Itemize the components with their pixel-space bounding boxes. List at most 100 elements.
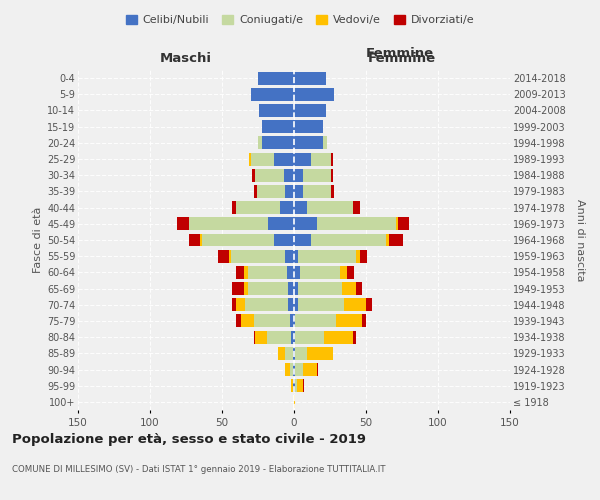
Bar (241, 314, 254, 328)
Bar (360, 250, 367, 262)
Bar (236, 266, 244, 279)
Bar (248, 282, 288, 295)
Bar (293, 347, 294, 360)
Bar (288, 298, 294, 311)
Bar (307, 201, 353, 214)
Text: Femmine: Femmine (366, 47, 434, 60)
Bar (324, 330, 353, 344)
Bar (262, 136, 294, 149)
Bar (302, 363, 317, 376)
Bar (353, 330, 356, 344)
Bar (294, 234, 311, 246)
Bar (294, 298, 298, 311)
Bar (290, 314, 294, 328)
Bar (317, 218, 396, 230)
Bar (262, 120, 294, 133)
Bar (286, 363, 290, 376)
Bar (200, 234, 202, 246)
Bar (341, 282, 356, 295)
Bar (255, 330, 266, 344)
Bar (294, 72, 326, 85)
Bar (250, 152, 251, 166)
Bar (236, 201, 280, 214)
Bar (258, 136, 262, 149)
Bar (386, 234, 389, 246)
Bar (236, 298, 245, 311)
Text: COMUNE DI MILLESIMO (SV) - Dati ISTAT 1° gennaio 2019 - Elaborazione TUTTITALIA.: COMUNE DI MILLESIMO (SV) - Dati ISTAT 1°… (12, 466, 386, 474)
Bar (302, 379, 304, 392)
Bar (232, 282, 244, 295)
Bar (362, 314, 366, 328)
Bar (336, 314, 362, 328)
Bar (294, 201, 307, 214)
Bar (189, 218, 268, 230)
Bar (294, 250, 298, 262)
Bar (278, 347, 286, 360)
Bar (229, 250, 230, 262)
Bar (287, 266, 294, 279)
Bar (232, 201, 236, 214)
Bar (323, 136, 327, 149)
Bar (259, 104, 294, 117)
Bar (255, 169, 284, 181)
Bar (291, 330, 294, 344)
Text: Popolazione per età, sesso e stato civile - 2019: Popolazione per età, sesso e stato civil… (12, 432, 366, 446)
Bar (389, 234, 403, 246)
Bar (274, 234, 294, 246)
Bar (294, 120, 323, 133)
Bar (356, 282, 362, 295)
Bar (286, 185, 294, 198)
Bar (258, 72, 294, 85)
Bar (298, 250, 356, 262)
Bar (244, 282, 248, 295)
Bar (356, 250, 360, 262)
Bar (298, 298, 344, 311)
Bar (294, 363, 295, 376)
Bar (295, 314, 336, 328)
Bar (284, 169, 294, 181)
Bar (302, 185, 331, 198)
Y-axis label: Anni di nascita: Anni di nascita (575, 198, 585, 281)
Bar (311, 152, 331, 166)
Bar (291, 379, 293, 392)
Bar (254, 330, 255, 344)
Bar (294, 185, 302, 198)
Bar (295, 347, 307, 360)
Bar (331, 185, 334, 198)
Bar (300, 266, 340, 279)
Bar (294, 88, 334, 101)
Bar (286, 347, 293, 360)
Bar (294, 152, 311, 166)
Bar (251, 88, 294, 101)
Bar (294, 282, 298, 295)
Bar (248, 266, 287, 279)
Bar (294, 104, 326, 117)
Bar (244, 266, 248, 279)
Bar (331, 169, 333, 181)
Bar (298, 282, 341, 295)
Bar (398, 218, 409, 230)
Bar (254, 314, 290, 328)
Bar (353, 201, 360, 214)
Bar (347, 266, 355, 279)
Bar (307, 347, 333, 360)
Bar (266, 330, 291, 344)
Bar (232, 298, 236, 311)
Bar (254, 185, 257, 198)
Bar (294, 314, 295, 328)
Bar (251, 152, 274, 166)
Bar (189, 234, 200, 246)
Bar (293, 363, 294, 376)
Bar (311, 234, 386, 246)
Bar (202, 234, 274, 246)
Y-axis label: Fasce di età: Fasce di età (32, 207, 43, 273)
Bar (294, 169, 302, 181)
Bar (340, 266, 347, 279)
Bar (344, 298, 366, 311)
Text: Femmine: Femmine (368, 52, 436, 65)
Bar (294, 379, 295, 392)
Bar (294, 218, 317, 230)
Bar (257, 185, 286, 198)
Bar (295, 330, 324, 344)
Bar (286, 250, 294, 262)
